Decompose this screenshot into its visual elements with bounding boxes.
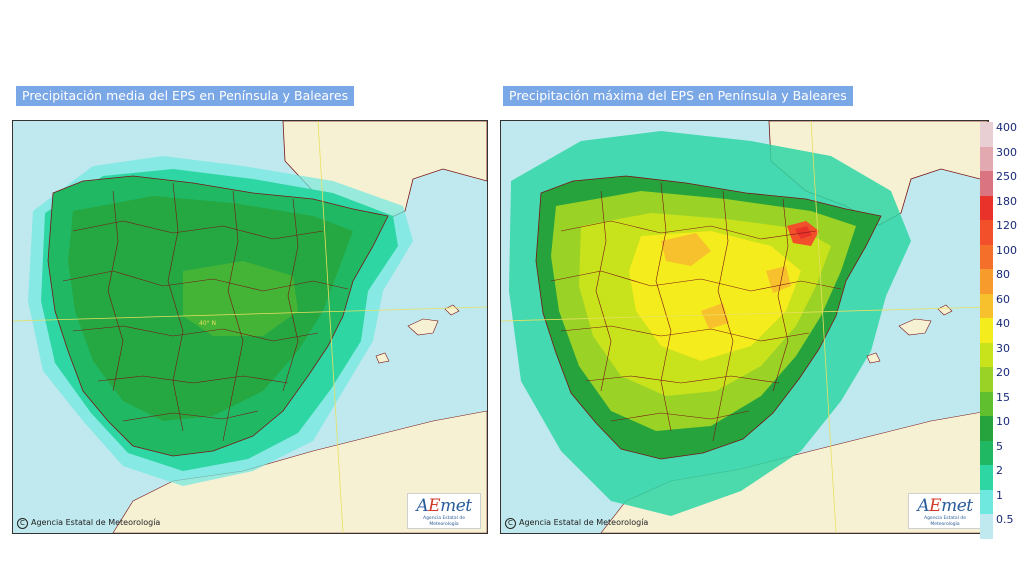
legend-label: 20 — [996, 366, 1010, 379]
precip-40mm — [629, 231, 801, 361]
legend-label: 30 — [996, 341, 1010, 355]
legend-swatch — [980, 122, 993, 147]
meridian-line — [810, 121, 837, 533]
balearic-islands — [375, 304, 460, 364]
aemet-logo-subtitle: Agencia Estatal de Meteorología — [923, 516, 966, 527]
legend-swatch — [980, 293, 993, 318]
legend-swatch — [980, 367, 993, 392]
africa-land — [112, 410, 487, 533]
province-borders — [550, 182, 842, 442]
meridian-line — [317, 121, 344, 533]
legend-label: 10 — [996, 415, 1010, 428]
legend-swatch — [980, 416, 993, 441]
precip-60mm — [661, 233, 791, 329]
legend-label: 120 — [996, 219, 1017, 232]
legend-label: 15 — [996, 390, 1010, 404]
aemet-logo-mark: AEmet — [917, 496, 973, 516]
legend-label: 0.5 — [996, 513, 1014, 526]
legend-label: 100 — [996, 243, 1017, 257]
legend-swatch — [980, 489, 993, 514]
legend-swatch — [980, 244, 993, 269]
max-precipitation-map: C Agencia Estatal de Meteorología AEmet A… — [500, 120, 989, 534]
left-copyright: C Agencia Estatal de Meteorología — [17, 518, 160, 529]
right-panel-title: Precipitación máxima del EPS en Penínsul… — [503, 86, 853, 106]
precipitation-legend: 400 300 250 180 120 100 80 60 40 30 20 15 10 5 2 1 0.5 — [978, 121, 1024, 539]
legend-label: 1 — [996, 488, 1003, 502]
latitude-line — [501, 306, 988, 322]
legend-swatch — [980, 146, 993, 171]
precip-max-inner — [795, 226, 812, 239]
right-copyright: C Agencia Estatal de Meteorología — [505, 518, 648, 529]
legend-swatch — [980, 391, 993, 416]
legend-label: 60 — [996, 292, 1010, 306]
right-copyright-text: Agencia Estatal de Meteorología — [519, 518, 649, 527]
legend-label: 180 — [996, 194, 1017, 208]
legend-swatch — [980, 342, 993, 367]
latitude-line — [13, 306, 487, 322]
legend-label: 300 — [996, 145, 1017, 159]
aemet-logo-mark: AEmet — [416, 496, 472, 516]
left-panel-title: Precipitación media del EPS en Península… — [16, 86, 355, 106]
copyright-icon: C — [505, 518, 516, 529]
legend-label: 2 — [996, 464, 1003, 477]
legend-swatch — [980, 171, 993, 196]
mean-precipitation-map-graphic: 40° N — [13, 121, 487, 533]
max-precipitation-map-graphic — [501, 121, 988, 533]
precip-10mm-center — [183, 261, 298, 336]
legend-label: 80 — [996, 268, 1010, 281]
legend-label: 250 — [996, 170, 1017, 183]
left-copyright-text: Agencia Estatal de Meteorología — [31, 518, 161, 527]
legend-label: 40 — [996, 317, 1010, 330]
legend-label: 400 — [996, 121, 1017, 134]
latitude-label: 40° N — [199, 320, 216, 327]
legend-swatch — [980, 195, 993, 220]
aemet-logo-subtitle: Agencia Estatal de Meteorología — [422, 516, 465, 527]
legend-swatch — [980, 465, 993, 490]
legend-swatch — [980, 220, 993, 245]
aemet-logo-right: AEmet Agencia Estatal de Meteorología — [908, 493, 982, 529]
aemet-logo-left: AEmet Agencia Estatal de Meteorología — [407, 493, 481, 529]
province-borders — [62, 182, 349, 442]
legend-swatch — [980, 514, 993, 539]
legend-swatch — [980, 318, 993, 343]
legend-swatch — [980, 269, 993, 294]
balearic-islands — [866, 304, 953, 364]
mean-precipitation-map: 40° N C Agencia Estatal de Meteorología A… — [12, 120, 488, 534]
legend-swatch — [980, 440, 993, 465]
copyright-icon: C — [17, 518, 28, 529]
legend-label: 5 — [996, 439, 1003, 453]
